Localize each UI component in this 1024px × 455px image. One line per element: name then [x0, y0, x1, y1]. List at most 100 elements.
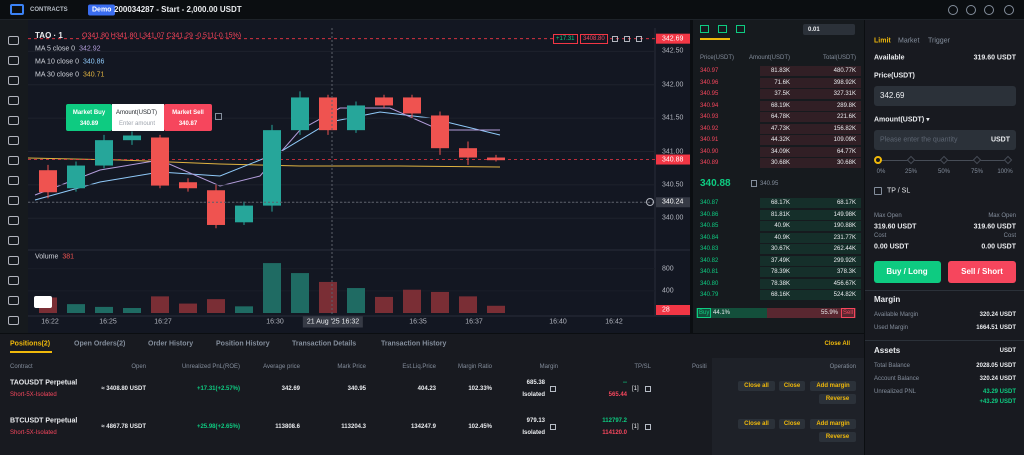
column-header: TP/SL	[634, 364, 651, 370]
tool-icon[interactable]	[8, 56, 19, 65]
volume-tag	[656, 305, 690, 315]
positions-tab[interactable]: Transaction History	[381, 340, 447, 348]
volume-value: 381	[62, 253, 75, 261]
book-view-icon[interactable]	[736, 25, 745, 33]
crosshair-icon[interactable]	[646, 198, 654, 207]
tick-select[interactable]	[803, 24, 855, 35]
book-view-icon[interactable]	[700, 25, 709, 33]
volume-bar	[179, 303, 197, 313]
tool-icon[interactable]	[8, 156, 19, 165]
tool-icon[interactable]	[8, 76, 19, 85]
tpsl-checkbox[interactable]	[874, 187, 882, 195]
amount-box[interactable]	[112, 104, 164, 131]
chip-icon[interactable]	[636, 35, 642, 42]
tool-icon[interactable]	[8, 176, 19, 185]
market-sell-button[interactable]	[164, 104, 212, 131]
label: 114120.0	[602, 430, 627, 436]
positions-tab[interactable]: Order History	[148, 340, 194, 348]
candle-body	[207, 190, 225, 225]
tool-icon[interactable]	[8, 236, 19, 245]
buy-tag: Buy	[697, 308, 712, 318]
edit-icon[interactable]	[550, 386, 556, 392]
positions-tab[interactable]: Position History	[216, 340, 270, 348]
positions-tab[interactable]: Positions(2)	[10, 340, 51, 348]
column-header: Operation	[829, 364, 856, 370]
label: [1]	[632, 386, 639, 392]
section-title: Margin	[874, 295, 901, 304]
edit-icon[interactable]	[645, 386, 651, 392]
price-value: 342.69	[880, 91, 905, 100]
action-button[interactable]	[738, 381, 775, 391]
positions-tab[interactable]: Open Orders(2)	[74, 340, 126, 348]
column-header: Positi	[692, 364, 707, 370]
sell-short-button[interactable]	[948, 261, 1016, 283]
top-icon[interactable]	[966, 5, 976, 15]
logo	[10, 4, 24, 15]
candle-body	[291, 97, 309, 131]
action-button[interactable]	[738, 419, 775, 429]
order-type-tab[interactable]: Market	[898, 37, 920, 45]
book-amount: 37.49K	[770, 257, 790, 264]
price-input[interactable]	[874, 86, 1016, 106]
action-button[interactable]	[819, 432, 856, 442]
amount-input[interactable]	[874, 130, 1016, 150]
label[interactable]: Amount(USDT) ▾	[874, 116, 930, 124]
tool-icon[interactable]	[8, 36, 19, 45]
slider-knob[interactable]	[874, 156, 882, 164]
volume-bar	[347, 288, 365, 313]
candle-body	[347, 105, 365, 131]
positions-tab[interactable]: Transaction Details	[292, 340, 357, 348]
book-view-icon[interactable]	[718, 25, 727, 33]
close-widget[interactable]	[215, 113, 222, 120]
book-row-shade	[760, 135, 861, 145]
order-type-tab[interactable]: Trigger	[928, 37, 950, 45]
market-buy-button[interactable]	[66, 104, 112, 131]
label: 112797.2	[602, 418, 627, 424]
action-button[interactable]	[810, 381, 856, 391]
close-all-button[interactable]: Close All	[824, 341, 850, 347]
last-price: 340.88	[700, 178, 731, 189]
top-icon[interactable]	[984, 5, 994, 15]
volume-bar	[375, 296, 393, 313]
book-amount: 68.17K	[770, 200, 790, 206]
tool-icon[interactable]	[8, 136, 19, 145]
buy-ratio	[696, 308, 767, 318]
book-amount: 40.9K	[774, 223, 790, 229]
tool-icon[interactable]	[8, 256, 19, 265]
candle-body	[151, 137, 169, 186]
slider-label: 50%	[937, 169, 951, 175]
top-icon[interactable]	[1004, 5, 1014, 15]
tpsl-label: TP / SL	[887, 187, 911, 195]
crosshair-time: 21 Aug '25 16:32	[302, 316, 364, 328]
label: Account Balance	[874, 376, 920, 382]
chip-icon[interactable]	[624, 35, 630, 42]
tool-icon[interactable]	[8, 196, 19, 205]
action-button[interactable]	[810, 419, 856, 429]
label: 340.95	[347, 386, 366, 392]
edit-icon[interactable]	[645, 424, 651, 430]
candle-body	[263, 130, 281, 206]
tool-icon[interactable]	[8, 276, 19, 285]
tool-icon[interactable]	[8, 296, 19, 305]
top-icon[interactable]	[948, 5, 958, 15]
tool-icon[interactable]	[8, 316, 19, 325]
book-price: 340.92	[700, 125, 719, 132]
buy-long-button[interactable]	[874, 261, 941, 283]
tool-icon[interactable]	[8, 216, 19, 225]
tick-size: 0.01	[808, 27, 820, 33]
edit-icon[interactable]	[550, 424, 556, 430]
label: 320.24 USDT	[979, 376, 1016, 382]
tv-logo	[34, 296, 52, 308]
tool-icon[interactable]	[8, 116, 19, 125]
order-type-tab[interactable]: Limit	[874, 37, 891, 45]
chip-icon[interactable]	[612, 35, 618, 42]
volume-bar	[235, 306, 253, 313]
mark-price: 340.95	[760, 181, 779, 187]
slider-label: 100%	[997, 169, 1013, 175]
action-button[interactable]	[779, 381, 805, 391]
tool-icon[interactable]	[8, 96, 19, 105]
label: Available Margin	[874, 312, 919, 318]
volume-bar	[403, 289, 421, 313]
action-button[interactable]	[819, 394, 856, 404]
action-button[interactable]	[779, 419, 805, 429]
